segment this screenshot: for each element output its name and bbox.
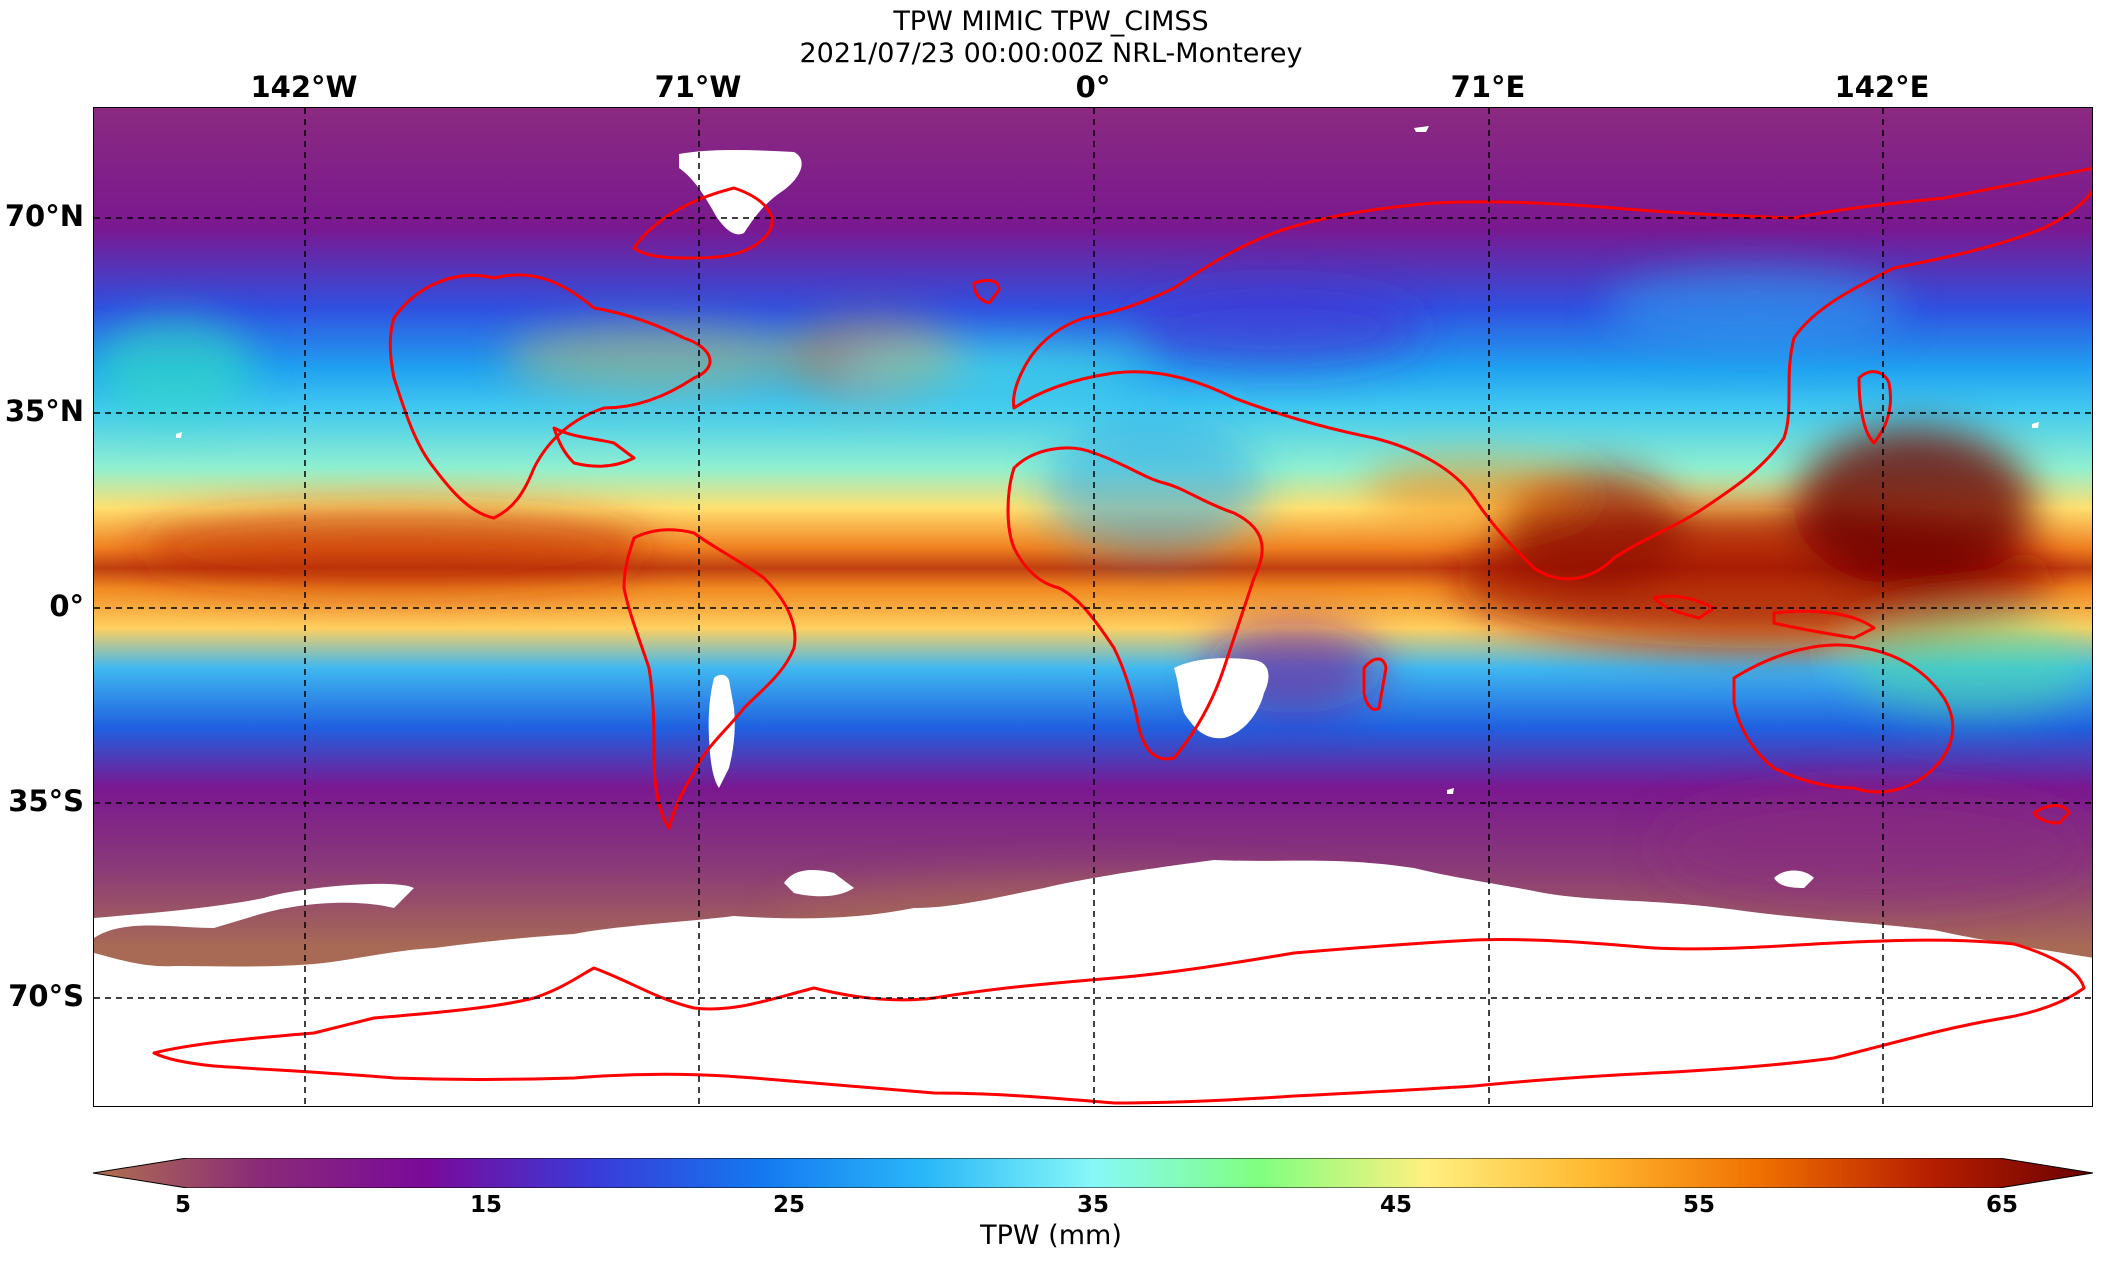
tpw-field: [94, 108, 2092, 1106]
lat-label-70s: 70°S: [8, 979, 84, 1013]
map-subtitle: 2021/07/23 00:00:00Z NRL-Monterey: [799, 38, 1303, 69]
colorbar-tick-45: 45: [1379, 1192, 1413, 1218]
map-title: TPW MIMIC TPW_CIMSS: [893, 6, 1209, 37]
tpw-colorbar: [93, 1158, 2093, 1188]
lon-label-71w: 71°W: [654, 70, 742, 104]
colorbar-tick-5: 5: [174, 1192, 192, 1218]
lat-label-0: 0°: [49, 589, 84, 623]
lat-label-70n: 70°N: [4, 199, 84, 233]
colorbar-tick-65: 65: [1985, 1192, 2019, 1218]
lon-label-142w: 142°W: [250, 70, 358, 104]
lat-label-35s: 35°S: [8, 784, 84, 818]
tpw-map: [93, 107, 2093, 1107]
lon-label-71e: 71°E: [1450, 70, 1526, 104]
colorbar-tick-35: 35: [1076, 1192, 1110, 1218]
lat-label-35n: 35°N: [4, 394, 84, 428]
lon-label-142e: 142°E: [1834, 70, 1930, 104]
colorbar-tick-55: 55: [1682, 1192, 1716, 1218]
colorbar-tick-15: 15: [469, 1192, 503, 1218]
colorbar-label: TPW (mm): [980, 1220, 1122, 1251]
colorbar-tick-25: 25: [772, 1192, 806, 1218]
lon-label-0: 0°: [1075, 70, 1111, 104]
